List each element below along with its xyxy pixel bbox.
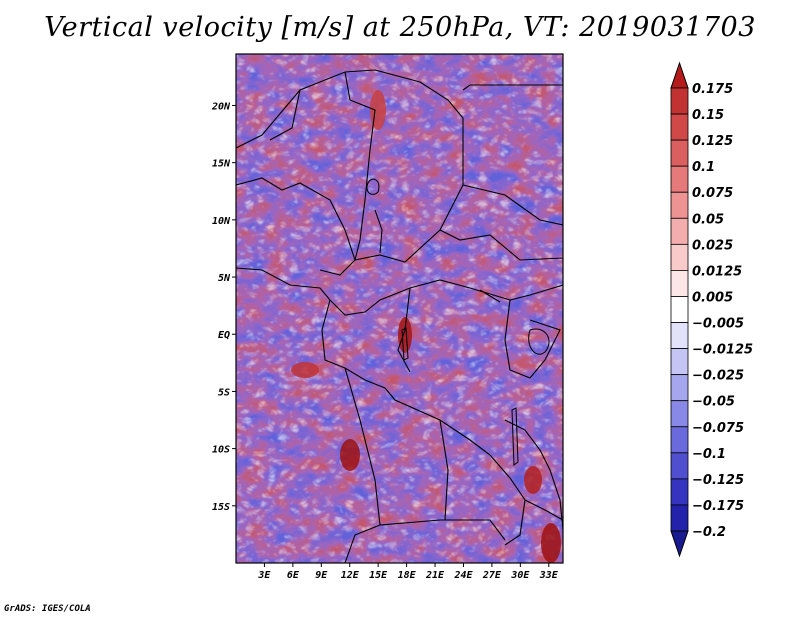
- colorbar-label: −0.0125: [692, 343, 753, 358]
- colorbar-label: 0.075: [692, 186, 733, 201]
- colorbar-swatch: [670, 87, 689, 115]
- colorbar-label: −0.175: [692, 499, 744, 514]
- lon-tick-label: 33E: [539, 570, 559, 581]
- lon-tick-label: 24E: [453, 570, 473, 581]
- colorbar-label: 0.0125: [692, 264, 742, 279]
- colorbar-label: −0.075: [692, 421, 744, 436]
- colorbar-swatch: [670, 426, 689, 454]
- colorbar-label: −0.025: [692, 369, 744, 384]
- intense-patches: [291, 90, 561, 563]
- field-white-streaks: [236, 54, 563, 563]
- colorbar-label: 0.1: [692, 160, 715, 175]
- colorbar-top-arrow: [670, 61, 689, 89]
- lon-tick-label: 18E: [398, 570, 417, 581]
- lat-tick-label: 20N: [211, 101, 231, 112]
- lon-tick-label: 30E: [510, 570, 530, 581]
- lat-tick-label: 15S: [212, 502, 230, 513]
- map-frame: [235, 53, 564, 564]
- colorbar-bottom-arrow: [670, 530, 689, 558]
- colorbar-swatch: [670, 348, 689, 376]
- colorbar-label: 0.025: [692, 238, 733, 253]
- lon-tick-label: 27E: [482, 570, 502, 581]
- lat-tick-label: EQ: [218, 330, 230, 341]
- lat-tick-label: 10S: [212, 445, 230, 456]
- colorbar-swatch: [670, 165, 689, 193]
- country-borders: [236, 69, 563, 563]
- colorbar: 0.175 0.15 0.125 0.1 0.075 0.05 0.025 0.0125 0.0…: [670, 61, 753, 558]
- lakes: [366, 178, 550, 466]
- lon-tick-label: 12E: [341, 570, 360, 581]
- colorbar-swatch: [670, 243, 689, 271]
- colorbar-swatch: [670, 270, 689, 297]
- colorbar-swatch: [670, 452, 689, 480]
- chart-title: Vertical velocity [m/s] at 250hPa, VT: 2…: [44, 12, 756, 43]
- colorbar-swatch: [670, 478, 689, 506]
- colorbar-swatch: [670, 191, 689, 219]
- grads-credit: GrADS: IGES/COLA: [4, 604, 91, 614]
- lat-tick-label: 10N: [212, 216, 231, 227]
- colorbar-swatch: [670, 113, 689, 141]
- colorbar-swatch: [670, 296, 689, 323]
- lat-axis: 20N 15N 10N 5N EQ 5S 10S 15S: [211, 101, 236, 513]
- colorbar-swatch: [670, 374, 689, 402]
- colorbar-label: 0.05: [692, 212, 724, 227]
- lon-tick-label: 21E: [425, 570, 445, 581]
- colorbar-label: 0.15: [692, 108, 724, 123]
- lon-tick-label: 9E: [315, 570, 328, 581]
- colorbar-label: −0.005: [692, 317, 744, 332]
- colorbar-label: −0.05: [692, 395, 735, 410]
- colorbar-swatch: [670, 322, 689, 349]
- lat-tick-label: 5N: [218, 273, 231, 284]
- lon-tick-label: 3E: [257, 570, 271, 581]
- colorbar-label: 0.175: [692, 82, 733, 97]
- colorbar-label: 0.125: [692, 134, 733, 149]
- lon-axis: 3E 6E 9E 12E 15E 18E 21E 24E 27E 30E 33E: [257, 563, 559, 581]
- colorbar-swatch: [670, 504, 689, 532]
- colorbar-label: −0.2: [692, 525, 726, 540]
- colorbar-swatch: [670, 400, 689, 428]
- map-plot-area: [236, 54, 563, 563]
- colorbar-swatch: [670, 139, 689, 167]
- lat-tick-label: 15N: [212, 159, 231, 170]
- lat-tick-label: 5S: [218, 387, 230, 398]
- colorbar-swatch: [670, 217, 689, 245]
- colorbar-label: −0.1: [692, 447, 726, 462]
- lon-tick-label: 6E: [287, 570, 300, 581]
- colorbar-label: 0.005: [692, 290, 733, 305]
- lon-tick-label: 15E: [369, 570, 388, 581]
- colorbar-label: −0.125: [692, 473, 744, 488]
